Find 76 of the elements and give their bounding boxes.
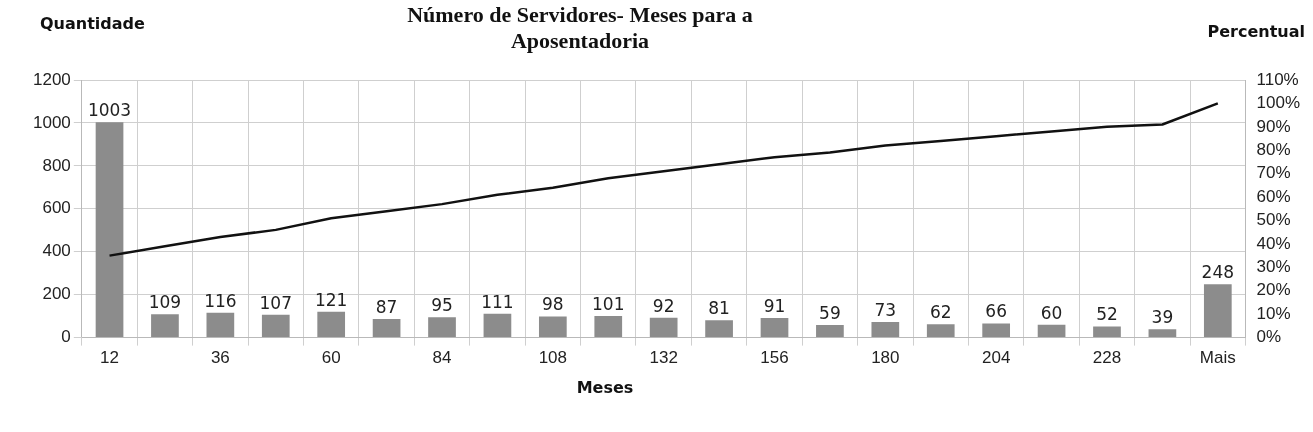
data-label: 101 [592,293,625,314]
y2-tick-label: 30% [1256,257,1291,277]
y-tick-label: 200 [42,284,71,304]
data-label: 87 [375,296,398,317]
data-label: 95 [431,295,453,316]
y2-tick-label: 90% [1256,116,1291,136]
y2-tick-label: 110% [1256,69,1299,89]
data-label: 52 [1096,304,1118,325]
x-tick-label: 60 [321,348,341,368]
x-tick-label: 36 [210,348,230,368]
data-label: 60 [1040,302,1063,323]
y-axis-title: Quantidade [40,14,145,33]
data-label: 92 [652,295,675,316]
x-tick-label: 228 [1092,348,1122,368]
bar [1203,284,1232,338]
bar [538,316,567,338]
data-label: 91 [763,295,786,316]
y2-axis-title: Percentual [1207,22,1305,41]
data-label: 66 [985,301,1007,322]
x-tick-label: 108 [538,348,568,368]
y-tick-label: 600 [42,198,71,218]
bar [705,320,733,338]
y2-tick-label: 20% [1256,280,1291,300]
data-label: 59 [819,302,841,323]
data-label: 121 [314,289,348,310]
y2-tick-label: 40% [1256,233,1291,253]
bar [261,314,290,338]
x-tick-label: 12 [100,348,119,368]
bar [317,311,346,338]
bar [594,315,623,338]
y2-tick-label: 10% [1256,303,1291,323]
y-tick-label: 400 [42,241,71,261]
bar [151,314,179,338]
bar [871,321,900,338]
chart-title: Número de Servidores- Meses para a Aposentadoria [406,2,754,54]
y2-tick-label: 60% [1256,186,1291,206]
data-label: 39 [1151,307,1174,328]
data-label: 107 [259,292,292,313]
bar [95,122,124,338]
bar [760,318,789,338]
bar [1093,326,1121,338]
bar [1037,324,1066,338]
bar [483,313,512,338]
x-tick-label: 180 [871,348,900,368]
x-tick-label: 156 [760,348,789,368]
x-tick-label: 84 [432,348,452,368]
bar [926,324,955,338]
data-label: 248 [1201,262,1235,283]
x-tick-label: 204 [981,348,1011,368]
data-label: 111 [481,291,514,312]
bar [206,312,235,338]
y-tick-label: 800 [42,155,71,175]
data-label: 98 [542,294,564,315]
bar [1148,329,1177,338]
bar [372,318,401,338]
y-tick-label: 1000 [32,112,71,132]
bar [982,323,1011,338]
data-label: 109 [148,292,182,313]
data-label: 73 [874,299,897,320]
y2-tick-label: 70% [1256,163,1291,183]
data-label: 116 [204,290,237,311]
bar [649,317,678,338]
bar [816,324,844,338]
y2-tick-label: 100% [1256,93,1300,113]
y2-tick-label: 50% [1256,210,1291,230]
data-label: 81 [708,298,730,319]
y2-tick-label: 0% [1256,327,1282,347]
y-tick-label: 1200 [32,69,71,89]
data-label: 62 [929,302,952,323]
data-label: 1003 [87,100,132,121]
y2-tick-label: 80% [1256,139,1291,159]
x-tick-label: 132 [649,348,678,368]
x-axis-title: Meses [575,378,635,397]
x-tick-label: Mais [1199,348,1236,368]
y-tick-label: 0 [61,327,71,347]
bar [428,317,456,338]
